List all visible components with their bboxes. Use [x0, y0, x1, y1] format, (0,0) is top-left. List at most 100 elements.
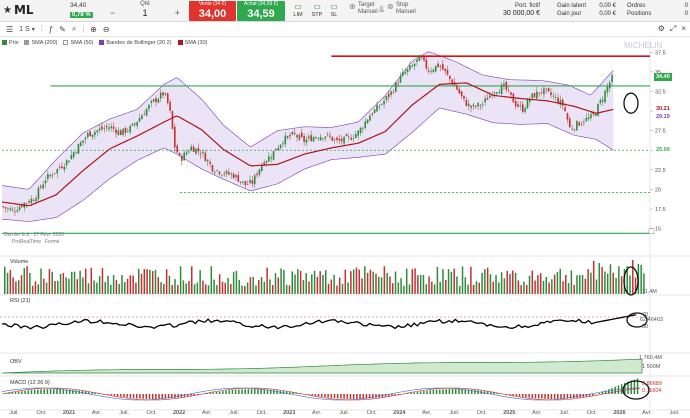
y-tick-label: 22.5 [655, 168, 666, 174]
volume-bar [514, 272, 517, 294]
y-tick-label: 32.5 [655, 89, 666, 95]
legend-sma50[interactable]: SMA (50) [63, 40, 93, 46]
candle-body [597, 103, 599, 116]
candle-body [21, 204, 23, 207]
drawing-tools-icon[interactable]: ✎ [59, 24, 66, 34]
menu-icon[interactable]: ☰ [6, 24, 14, 34]
macd-bar [311, 394, 313, 396]
volume-bar [325, 270, 327, 294]
volume-bar [291, 271, 294, 294]
macd-bar [467, 389, 470, 394]
candle-body [300, 132, 303, 137]
order-type-sl[interactable]: ▭ SL [324, 2, 344, 18]
candle-body [263, 162, 265, 166]
macd-bar [387, 394, 390, 397]
volume-bar [65, 277, 67, 294]
x-tick-label: 2026 [613, 410, 625, 416]
macd-bar [451, 389, 454, 394]
indicators-icon[interactable]: ƒ [48, 24, 54, 34]
stop-selector[interactable]: ⊗ Stop Manuel [387, 2, 416, 16]
volume-bar [20, 275, 23, 294]
volume-bar [640, 264, 642, 294]
candle-body [54, 173, 56, 174]
buy-button[interactable]: Achat (34,59 €) 34,59 [237, 1, 285, 21]
volume-bar [517, 280, 520, 294]
sell-button[interactable]: Vente (34 €) 34,00 [189, 1, 236, 21]
chart-type-icon[interactable]: ⫶ [40, 24, 43, 33]
portfolio-box[interactable]: Port. fictif 30 000,00 € [500, 2, 540, 18]
macd-bar [509, 394, 511, 395]
x-tick-label: 2024 [393, 410, 406, 416]
candle-body [463, 95, 465, 99]
search-icon[interactable]: ⌕ [71, 24, 77, 33]
candle-body [232, 173, 235, 178]
legend-sma200[interactable]: SMA (200) [24, 40, 57, 46]
volume-bar [182, 280, 185, 294]
volume-bar [364, 266, 366, 294]
legend-bollinger[interactable]: Bandes de Bollinger (20 2) [99, 40, 172, 46]
candle-body [4, 207, 7, 209]
settings-icon[interactable]: ⚙ [657, 24, 665, 33]
plus-icon[interactable]: + [174, 8, 180, 18]
star-icon[interactable]: ★ [3, 4, 12, 16]
x-tick-label: Juil. [339, 410, 349, 416]
volume-bar [595, 279, 598, 294]
close-icon[interactable]: × [681, 24, 686, 33]
volume-bar [472, 284, 475, 294]
volume-bar [230, 284, 232, 294]
quantity-value[interactable]: 1 [142, 8, 148, 18]
zoom-out-icon[interactable]: ⊖ [102, 24, 110, 34]
minus-icon[interactable]: − [110, 8, 116, 18]
maximize-icon[interactable]: ⤢ [669, 24, 677, 33]
portfolio-label: Port. fictif [514, 3, 540, 9]
macd-highlight [622, 380, 650, 400]
orders-labels[interactable]: Ordres Positions [627, 2, 651, 18]
macd-bar [266, 389, 269, 394]
macd-bar [59, 389, 61, 394]
volume-bar [464, 277, 467, 294]
last-price: 34,40 [70, 2, 87, 9]
zoom-in-icon[interactable]: ⊕ [90, 24, 97, 34]
macd-bar [254, 389, 256, 394]
price-chart[interactable]: 1517.52022.52527.53032.53537.5Juil.Oct.2… [0, 38, 690, 418]
candle-body [108, 127, 110, 130]
macd-bar [209, 392, 211, 394]
quantity-stepper[interactable]: Qté − 1 + [108, 1, 182, 18]
macd-bar [72, 389, 74, 394]
macd-bar [231, 390, 234, 394]
volume-bar [104, 282, 106, 294]
macd-bar [330, 394, 333, 398]
macd-line [1, 387, 640, 401]
order-type-lim[interactable]: ▭ LIM [288, 2, 308, 18]
macd-bar [190, 394, 192, 396]
ticker-header[interactable]: ★ ML [3, 3, 34, 17]
price-box: 34,40 0,78 % [70, 1, 100, 20]
volume-bar [539, 273, 542, 294]
candle-body [101, 126, 103, 130]
volume-bar [76, 279, 79, 294]
volume-bar [361, 278, 363, 294]
candle-body [387, 94, 390, 97]
volume-bar [338, 277, 341, 294]
candle-body [246, 184, 249, 185]
candle-body [578, 122, 580, 126]
legend-price[interactable]: Prix [2, 40, 18, 46]
volume-bar [263, 281, 266, 294]
period-selector[interactable]: 1 S ▾ [19, 26, 35, 33]
candle-body [557, 97, 559, 104]
macd-bar [40, 389, 42, 394]
legend-sma30[interactable]: SMA (30) [177, 40, 207, 46]
positions-value: 0 [684, 11, 688, 17]
macd-bar [553, 394, 556, 399]
macd-bar [483, 391, 486, 394]
macd-bar [53, 389, 55, 394]
volume-bar [534, 280, 536, 294]
order-type-stp[interactable]: ▭ STP [307, 2, 327, 18]
candle-body [289, 134, 291, 137]
target-selector[interactable]: ⊕ Target Manuel [349, 2, 378, 16]
volume-bar [380, 277, 383, 294]
candle-body [521, 104, 524, 113]
x-tick-label: Juil. [119, 410, 129, 416]
macd-bar [525, 394, 527, 398]
macd-bar [91, 392, 93, 394]
